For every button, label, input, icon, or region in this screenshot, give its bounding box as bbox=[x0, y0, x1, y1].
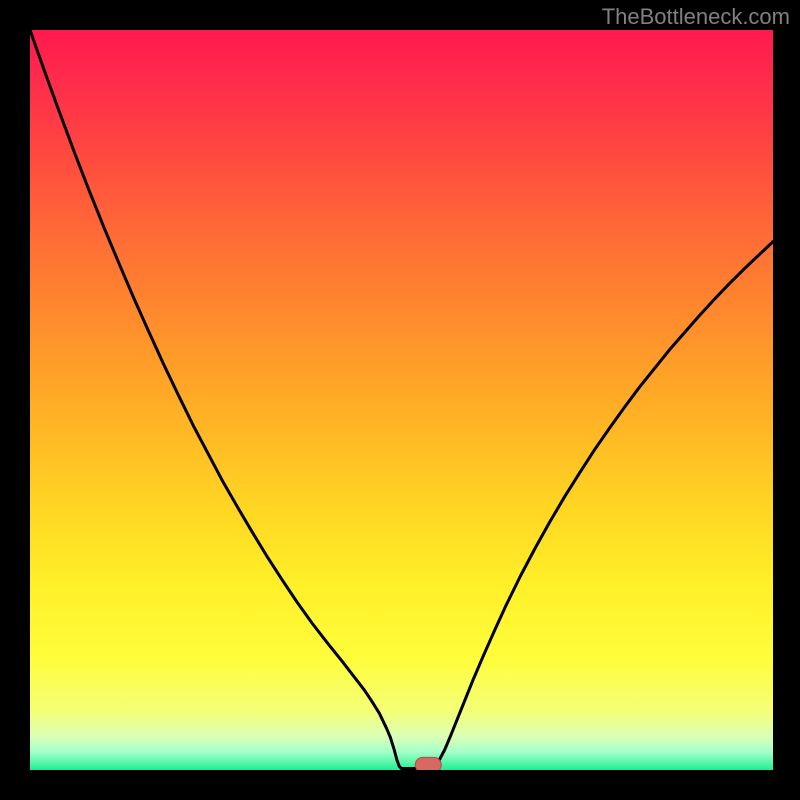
optimal-point-marker bbox=[415, 757, 441, 770]
gradient-background bbox=[30, 30, 773, 770]
watermark-text: TheBottleneck.com bbox=[602, 4, 790, 30]
plot-svg bbox=[30, 30, 773, 770]
plot-area bbox=[30, 30, 773, 770]
chart-container: TheBottleneck.com bbox=[0, 0, 800, 800]
